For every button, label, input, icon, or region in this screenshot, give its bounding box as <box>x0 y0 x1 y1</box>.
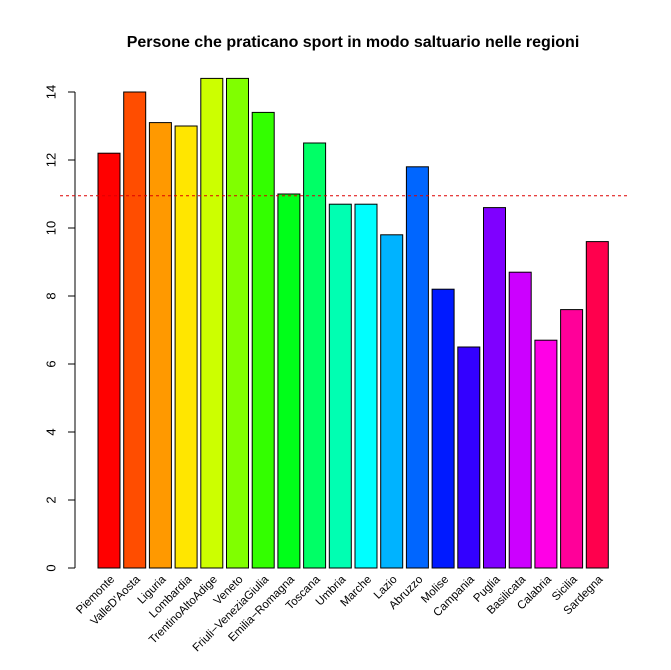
bar <box>483 207 506 569</box>
bar <box>123 91 147 569</box>
bar <box>97 152 121 569</box>
bar <box>560 309 584 569</box>
y-tick-label: 0 <box>44 564 59 571</box>
bar <box>585 241 609 569</box>
bar <box>277 193 301 569</box>
bar <box>405 166 429 569</box>
y-axis: 0 2 4 6 8 10 12 14 <box>44 85 76 572</box>
bar <box>508 271 532 569</box>
y-tick-label: 4 <box>44 428 59 435</box>
bar <box>328 203 352 569</box>
y-tick-label: 12 <box>44 153 59 167</box>
chart-title: Persone che praticano sport in modo salt… <box>127 34 580 51</box>
x-axis-labels: PiemonteValleD'AostaLiguriaLombardiaTren… <box>74 573 606 654</box>
bar <box>354 203 378 569</box>
y-tick-label: 14 <box>44 85 59 99</box>
bar <box>303 142 327 569</box>
y-tick-label: 10 <box>44 221 59 235</box>
bar <box>174 125 198 569</box>
bar <box>534 339 558 569</box>
bar <box>251 111 275 569</box>
bar <box>226 77 249 569</box>
bar <box>431 288 455 569</box>
y-tick-label: 2 <box>44 496 59 503</box>
y-tick-label: 8 <box>44 292 59 299</box>
y-tick-label: 6 <box>44 360 59 367</box>
bar <box>148 122 172 569</box>
bar <box>200 77 224 569</box>
bar <box>380 234 404 569</box>
bars <box>97 77 609 569</box>
bar <box>457 346 481 569</box>
